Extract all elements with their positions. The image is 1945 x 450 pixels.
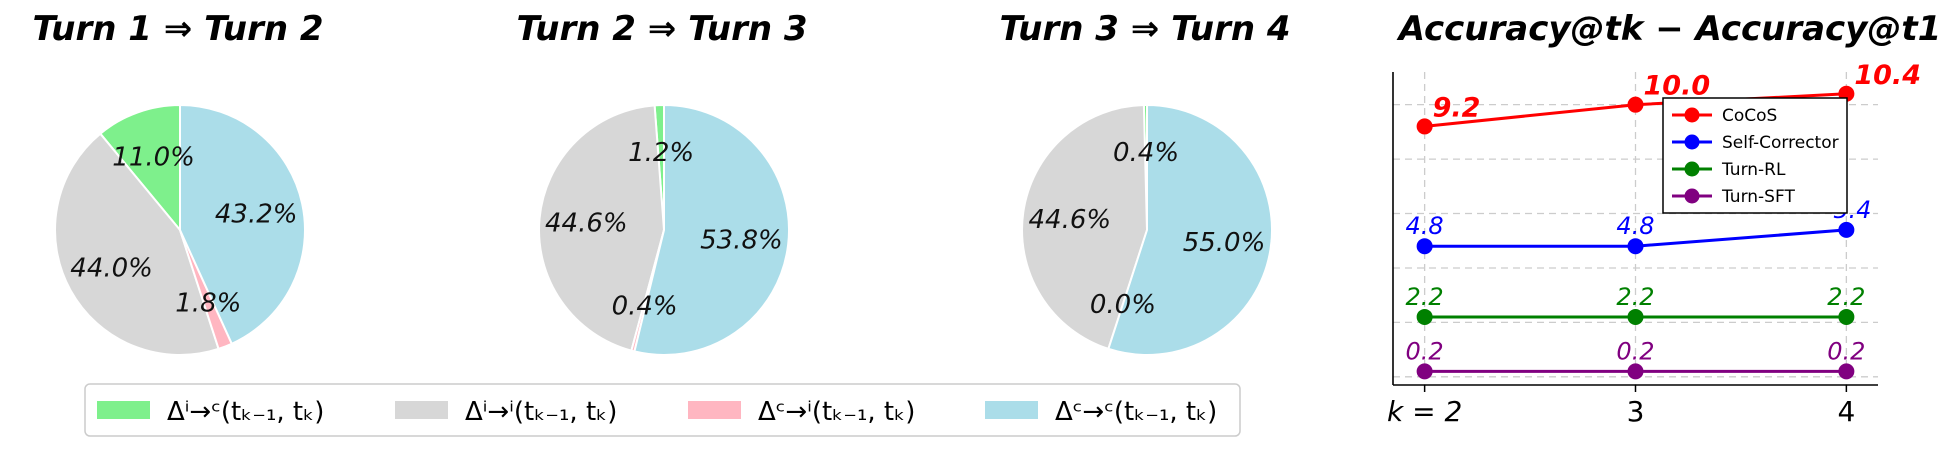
legend-label: Turn-SFT xyxy=(1721,187,1795,207)
data-point xyxy=(1627,308,1644,325)
pie-slice-i-to-i xyxy=(1021,104,1149,351)
legend-frame xyxy=(84,383,1241,437)
legend-label: Turn-RL xyxy=(1721,160,1786,180)
data-label: 2.2 xyxy=(1827,283,1865,311)
pie-slice-i-to-i xyxy=(538,104,666,352)
legend-marker xyxy=(1684,134,1700,150)
series-turn-rl: 2.2 2.2 2.2 xyxy=(1406,283,1865,325)
pie-slice-i-to-i xyxy=(54,132,220,356)
pie-slice-c-to-c xyxy=(633,103,790,356)
legend-marker xyxy=(1684,188,1700,204)
pie-percent-label: 44.6% xyxy=(545,209,628,239)
legend-marker xyxy=(1684,161,1700,177)
legend-entry: Δⁱ→ᶜ(tₖ₋₁, tₖ) xyxy=(97,397,324,427)
pie-percent-label: 44.6% xyxy=(1028,205,1111,235)
x-tick-label: 4 xyxy=(1837,395,1855,428)
legend-label: Δᶜ→ⁱ(tₖ₋₁, tₖ) xyxy=(758,397,915,427)
line-chart-legend: CoCoS Self-Corrector Turn-RL Turn-SFT xyxy=(1662,97,1848,214)
data-point xyxy=(1627,363,1644,380)
pie-percent-label: 0.4% xyxy=(612,292,678,322)
data-label: 0.2 xyxy=(1827,337,1865,365)
pie-slice-c-to-c xyxy=(179,103,306,346)
legend-swatch xyxy=(395,401,448,419)
pie-chart-2: Turn 2 ⇒ Turn 3 1.2% 44.6% 0.4% 53.8% xyxy=(516,9,808,356)
legend-label: Δᶜ→ᶜ(tₖ₋₁, tₖ) xyxy=(1055,397,1217,427)
data-label: 0.2 xyxy=(1616,337,1654,365)
data-point xyxy=(1838,221,1855,238)
pie-percent-label: 0.0% xyxy=(1090,290,1156,320)
legend-entry: Δⁱ→ⁱ(tₖ₋₁, tₖ) xyxy=(395,397,617,427)
data-label: 2.2 xyxy=(1406,283,1444,311)
pie-percent-label: 53.8% xyxy=(700,225,783,255)
pie-percent-label: 43.2% xyxy=(215,200,298,230)
pie-title: Turn 1 ⇒ Turn 2 xyxy=(32,9,323,49)
legend-label: Δⁱ→ᶜ(tₖ₋₁, tₖ) xyxy=(167,397,324,427)
pie-percent-label: 11.0% xyxy=(112,143,195,173)
data-point xyxy=(1416,363,1433,380)
data-point xyxy=(1416,238,1433,255)
line-chart: Accuracy@tk − Accuracy@t1 k = 2 3 4 9.2 10.0 1… xyxy=(1387,9,1941,428)
pie-legend: Δⁱ→ᶜ(tₖ₋₁, tₖ) Δⁱ→ⁱ(tₖ₋₁, tₖ) Δᶜ→ⁱ(tₖ₋₁, t… xyxy=(84,383,1241,437)
data-point xyxy=(1838,308,1855,325)
pie-charts: Turn 1 ⇒ Turn 2 11.0% 44.0% 1.8% 43.2% Turn 2… xyxy=(32,9,1291,356)
legend-marker xyxy=(1684,107,1700,123)
legend-label: Δⁱ→ⁱ(tₖ₋₁, tₖ) xyxy=(465,397,617,427)
legend-swatch xyxy=(97,401,150,419)
data-point xyxy=(1838,363,1855,380)
data-label: 2.2 xyxy=(1616,283,1654,311)
data-label: 9.2 xyxy=(1433,92,1481,123)
pie-title: Turn 3 ⇒ Turn 4 xyxy=(999,9,1290,49)
pie-percent-label: 1.2% xyxy=(628,138,694,168)
legend-entry: Δᶜ→ᶜ(tₖ₋₁, tₖ) xyxy=(985,397,1217,427)
data-point xyxy=(1627,238,1644,255)
legend-label: CoCoS xyxy=(1722,106,1777,126)
line-chart-title: Accuracy@tk − Accuracy@t1 xyxy=(1396,9,1942,49)
data-point xyxy=(1627,96,1644,113)
data-label: 4.8 xyxy=(1406,212,1444,240)
x-tick-label: 3 xyxy=(1627,395,1645,428)
pie-percent-label: 44.0% xyxy=(70,254,153,284)
data-label: 0.2 xyxy=(1406,337,1444,365)
pie-chart-3: Turn 3 ⇒ Turn 4 0.4% 44.6% 0.0% 55.0% xyxy=(999,9,1291,356)
legend-entry: Self-Corrector xyxy=(1672,133,1839,153)
data-point xyxy=(1416,118,1433,135)
pie-slice-c-to-c xyxy=(1107,103,1273,356)
legend-swatch xyxy=(985,401,1038,419)
legend-label: Self-Corrector xyxy=(1722,133,1839,153)
data-label: 10.4 xyxy=(1854,60,1921,91)
data-label: 4.8 xyxy=(1616,212,1654,240)
pie-slice-i-to-c xyxy=(98,103,181,233)
data-point xyxy=(1416,308,1433,325)
series-self-corrector: 4.8 4.85.4 xyxy=(1406,196,1871,255)
pie-percent-label: 0.4% xyxy=(1113,138,1179,168)
pie-title: Turn 2 ⇒ Turn 3 xyxy=(516,9,807,49)
data-label: 10.0 xyxy=(1644,71,1711,102)
legend-entry: CoCoS xyxy=(1672,106,1777,126)
x-tick-label: k = 2 xyxy=(1387,395,1462,428)
legend-entry: Δᶜ→ⁱ(tₖ₋₁, tₖ) xyxy=(688,397,915,427)
legend-entry: Turn-RL xyxy=(1672,160,1786,180)
pie-percent-label: 1.8% xyxy=(175,289,241,319)
series-turn-sft: 0.2 0.2 0.2 xyxy=(1406,337,1865,380)
legend-entry: Turn-SFT xyxy=(1672,187,1795,207)
legend-swatch xyxy=(688,401,741,419)
pie-percent-label: 55.0% xyxy=(1183,228,1266,258)
pie-chart-1: Turn 1 ⇒ Turn 2 11.0% 44.0% 1.8% 43.2% xyxy=(32,9,324,356)
